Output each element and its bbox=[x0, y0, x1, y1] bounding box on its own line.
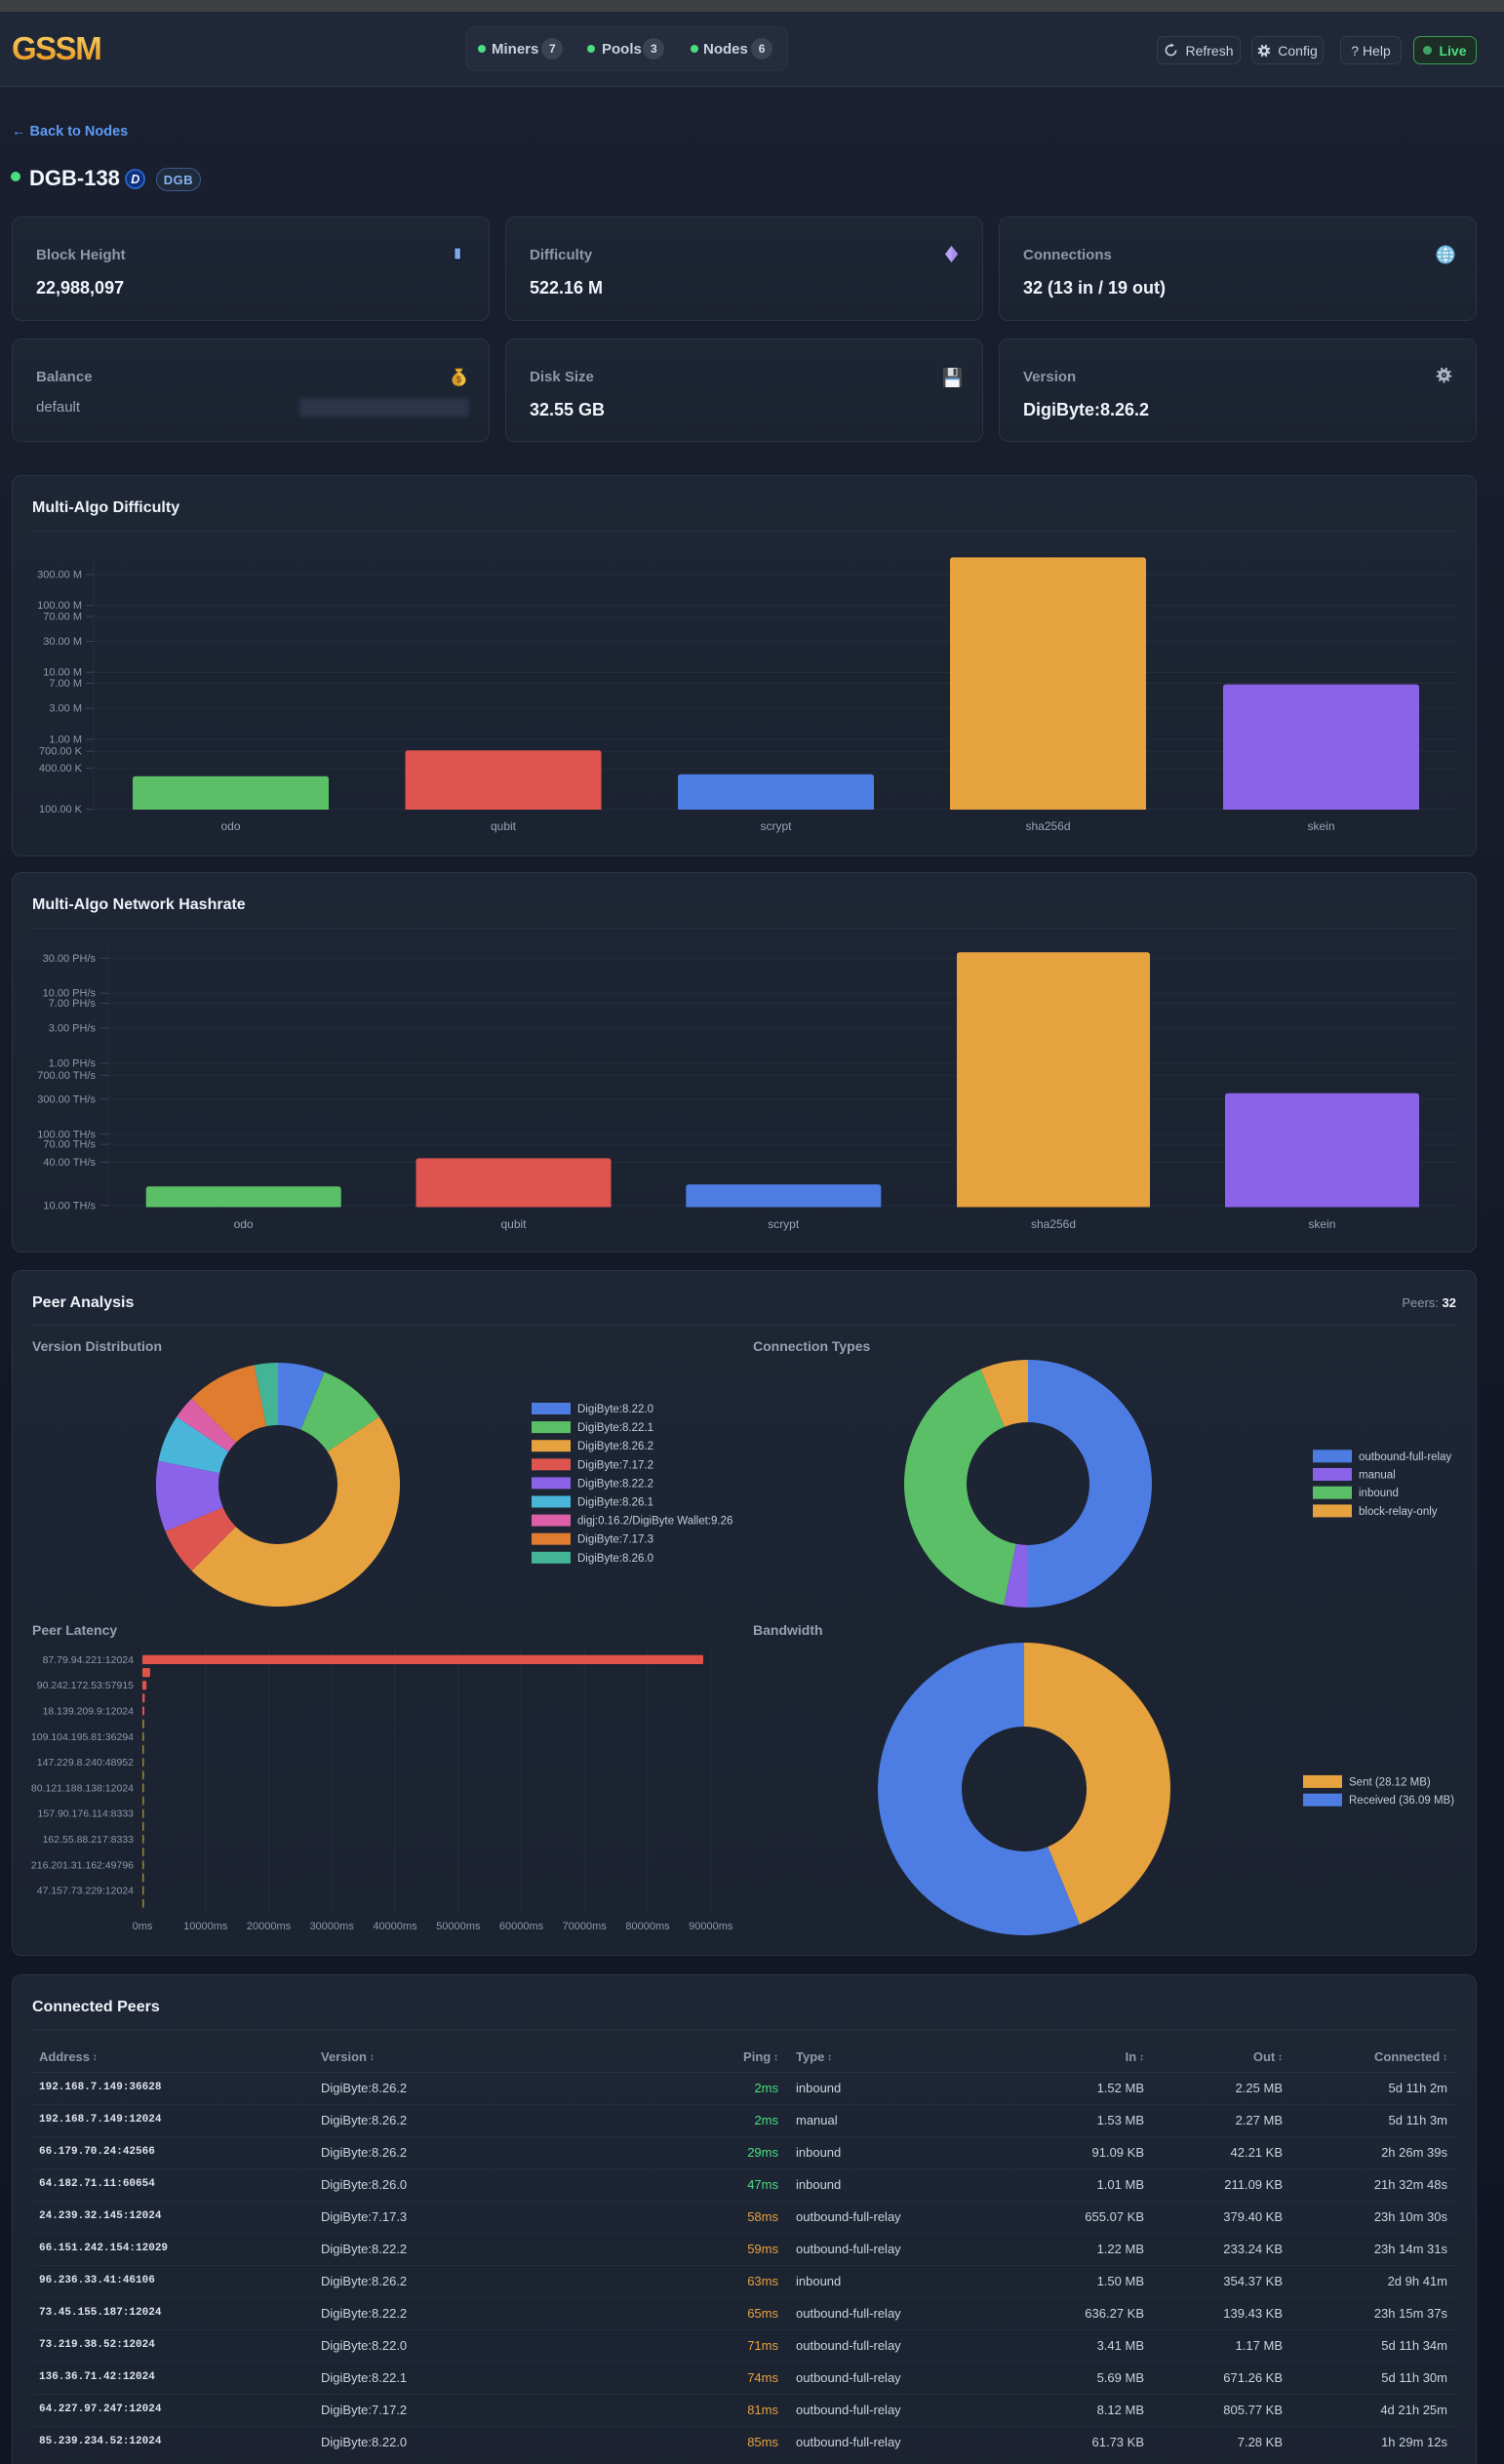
svg-text:109.104.195.81:36294: 109.104.195.81:36294 bbox=[31, 1731, 134, 1743]
svg-text:DigiByte:7.17.2: DigiByte:7.17.2 bbox=[577, 1459, 653, 1471]
svg-text:qubit: qubit bbox=[500, 1217, 527, 1231]
svg-text:10.00 TH/s: 10.00 TH/s bbox=[43, 1200, 96, 1212]
svg-text:300.00 M: 300.00 M bbox=[37, 570, 82, 581]
svg-text:30000ms: 30000ms bbox=[310, 1921, 355, 1932]
svg-text:80000ms: 80000ms bbox=[625, 1921, 670, 1932]
svg-text:80.121.188.138:12024: 80.121.188.138:12024 bbox=[31, 1782, 134, 1794]
svg-text:87.79.94.221:12024: 87.79.94.221:12024 bbox=[43, 1654, 135, 1666]
svg-text:700.00 TH/s: 700.00 TH/s bbox=[37, 1070, 96, 1082]
svg-text:70.00 M: 70.00 M bbox=[43, 611, 82, 622]
svg-text:100.00 M: 100.00 M bbox=[37, 600, 82, 612]
svg-text:162.55.88.217:8333: 162.55.88.217:8333 bbox=[43, 1834, 135, 1846]
svg-text:skein: skein bbox=[1307, 819, 1334, 833]
svg-text:3.00 M: 3.00 M bbox=[49, 703, 82, 715]
svg-text:40000ms: 40000ms bbox=[373, 1921, 417, 1932]
svg-text:10000ms: 10000ms bbox=[183, 1921, 228, 1932]
svg-text:30.00 M: 30.00 M bbox=[43, 636, 82, 648]
svg-text:10.00 M: 10.00 M bbox=[43, 667, 82, 679]
svg-text:300.00 TH/s: 300.00 TH/s bbox=[37, 1093, 96, 1105]
svg-text:18.139.209.9:12024: 18.139.209.9:12024 bbox=[43, 1706, 135, 1718]
svg-text:100.00 TH/s: 100.00 TH/s bbox=[37, 1129, 96, 1140]
svg-text:0ms: 0ms bbox=[133, 1921, 153, 1932]
svg-text:70000ms: 70000ms bbox=[563, 1921, 608, 1932]
svg-text:90.242.172.53:57915: 90.242.172.53:57915 bbox=[37, 1680, 134, 1691]
svg-text:skein: skein bbox=[1308, 1217, 1335, 1231]
svg-text:7.00 PH/s: 7.00 PH/s bbox=[49, 998, 97, 1010]
svg-text:scrypt: scrypt bbox=[768, 1217, 800, 1231]
svg-text:manual: manual bbox=[1359, 1470, 1396, 1482]
svg-text:60000ms: 60000ms bbox=[499, 1921, 544, 1932]
svg-text:DigiByte:7.17.3: DigiByte:7.17.3 bbox=[577, 1534, 653, 1546]
svg-text:Received (36.09 MB): Received (36.09 MB) bbox=[1349, 1795, 1454, 1807]
svg-text:odo: odo bbox=[220, 819, 240, 833]
svg-text:1.00 PH/s: 1.00 PH/s bbox=[49, 1058, 97, 1070]
svg-text:7.00 M: 7.00 M bbox=[49, 678, 82, 690]
svg-text:scrypt: scrypt bbox=[760, 819, 792, 833]
svg-text:D: D bbox=[131, 173, 139, 186]
svg-text:DigiByte:8.22.2: DigiByte:8.22.2 bbox=[577, 1478, 653, 1490]
svg-text:700.00 K: 700.00 K bbox=[39, 746, 83, 758]
svg-text:sha256d: sha256d bbox=[1031, 1217, 1076, 1231]
svg-text:DigiByte:8.26.0: DigiByte:8.26.0 bbox=[577, 1553, 653, 1565]
svg-text:DigiByte:8.22.0: DigiByte:8.22.0 bbox=[577, 1404, 653, 1415]
svg-text:147.229.8.240:48952: 147.229.8.240:48952 bbox=[37, 1757, 134, 1769]
svg-text:1.00 M: 1.00 M bbox=[49, 734, 82, 745]
svg-text:70.00 TH/s: 70.00 TH/s bbox=[43, 1139, 96, 1151]
svg-text:157.90.176.114:8333: 157.90.176.114:8333 bbox=[38, 1808, 135, 1820]
svg-text:50000ms: 50000ms bbox=[436, 1921, 481, 1932]
svg-text:Sent (28.12 MB): Sent (28.12 MB) bbox=[1349, 1776, 1431, 1788]
svg-text:block-relay-only: block-relay-only bbox=[1359, 1506, 1438, 1518]
svg-text:216.201.31.162:49796: 216.201.31.162:49796 bbox=[31, 1859, 134, 1871]
svg-text:3.00 PH/s: 3.00 PH/s bbox=[49, 1023, 97, 1035]
svg-text:outbound-full-relay: outbound-full-relay bbox=[1359, 1451, 1452, 1463]
svg-text:40.00 TH/s: 40.00 TH/s bbox=[43, 1157, 96, 1169]
svg-text:sha256d: sha256d bbox=[1025, 819, 1070, 833]
svg-text:90000ms: 90000ms bbox=[689, 1921, 733, 1932]
svg-text:qubit: qubit bbox=[491, 819, 517, 833]
svg-text:100.00 K: 100.00 K bbox=[39, 804, 83, 815]
svg-text:10.00 PH/s: 10.00 PH/s bbox=[43, 988, 97, 1000]
svg-text:20000ms: 20000ms bbox=[247, 1921, 292, 1932]
svg-text:47.157.73.229:12024: 47.157.73.229:12024 bbox=[37, 1886, 134, 1897]
svg-text:DigiByte:8.26.2: DigiByte:8.26.2 bbox=[577, 1441, 653, 1452]
svg-text:$: $ bbox=[456, 375, 462, 385]
svg-text:DigiByte:8.26.1: DigiByte:8.26.1 bbox=[577, 1497, 653, 1509]
svg-text:DigiByte:8.22.1: DigiByte:8.22.1 bbox=[577, 1422, 653, 1434]
svg-text:30.00 PH/s: 30.00 PH/s bbox=[43, 953, 97, 965]
svg-text:400.00 K: 400.00 K bbox=[39, 763, 83, 775]
svg-text:inbound: inbound bbox=[1359, 1488, 1399, 1499]
svg-text:digj:0.16.2/DigiByte Wallet:9.: digj:0.16.2/DigiByte Wallet:9.26 bbox=[577, 1516, 732, 1528]
svg-text:odo: odo bbox=[234, 1217, 254, 1231]
